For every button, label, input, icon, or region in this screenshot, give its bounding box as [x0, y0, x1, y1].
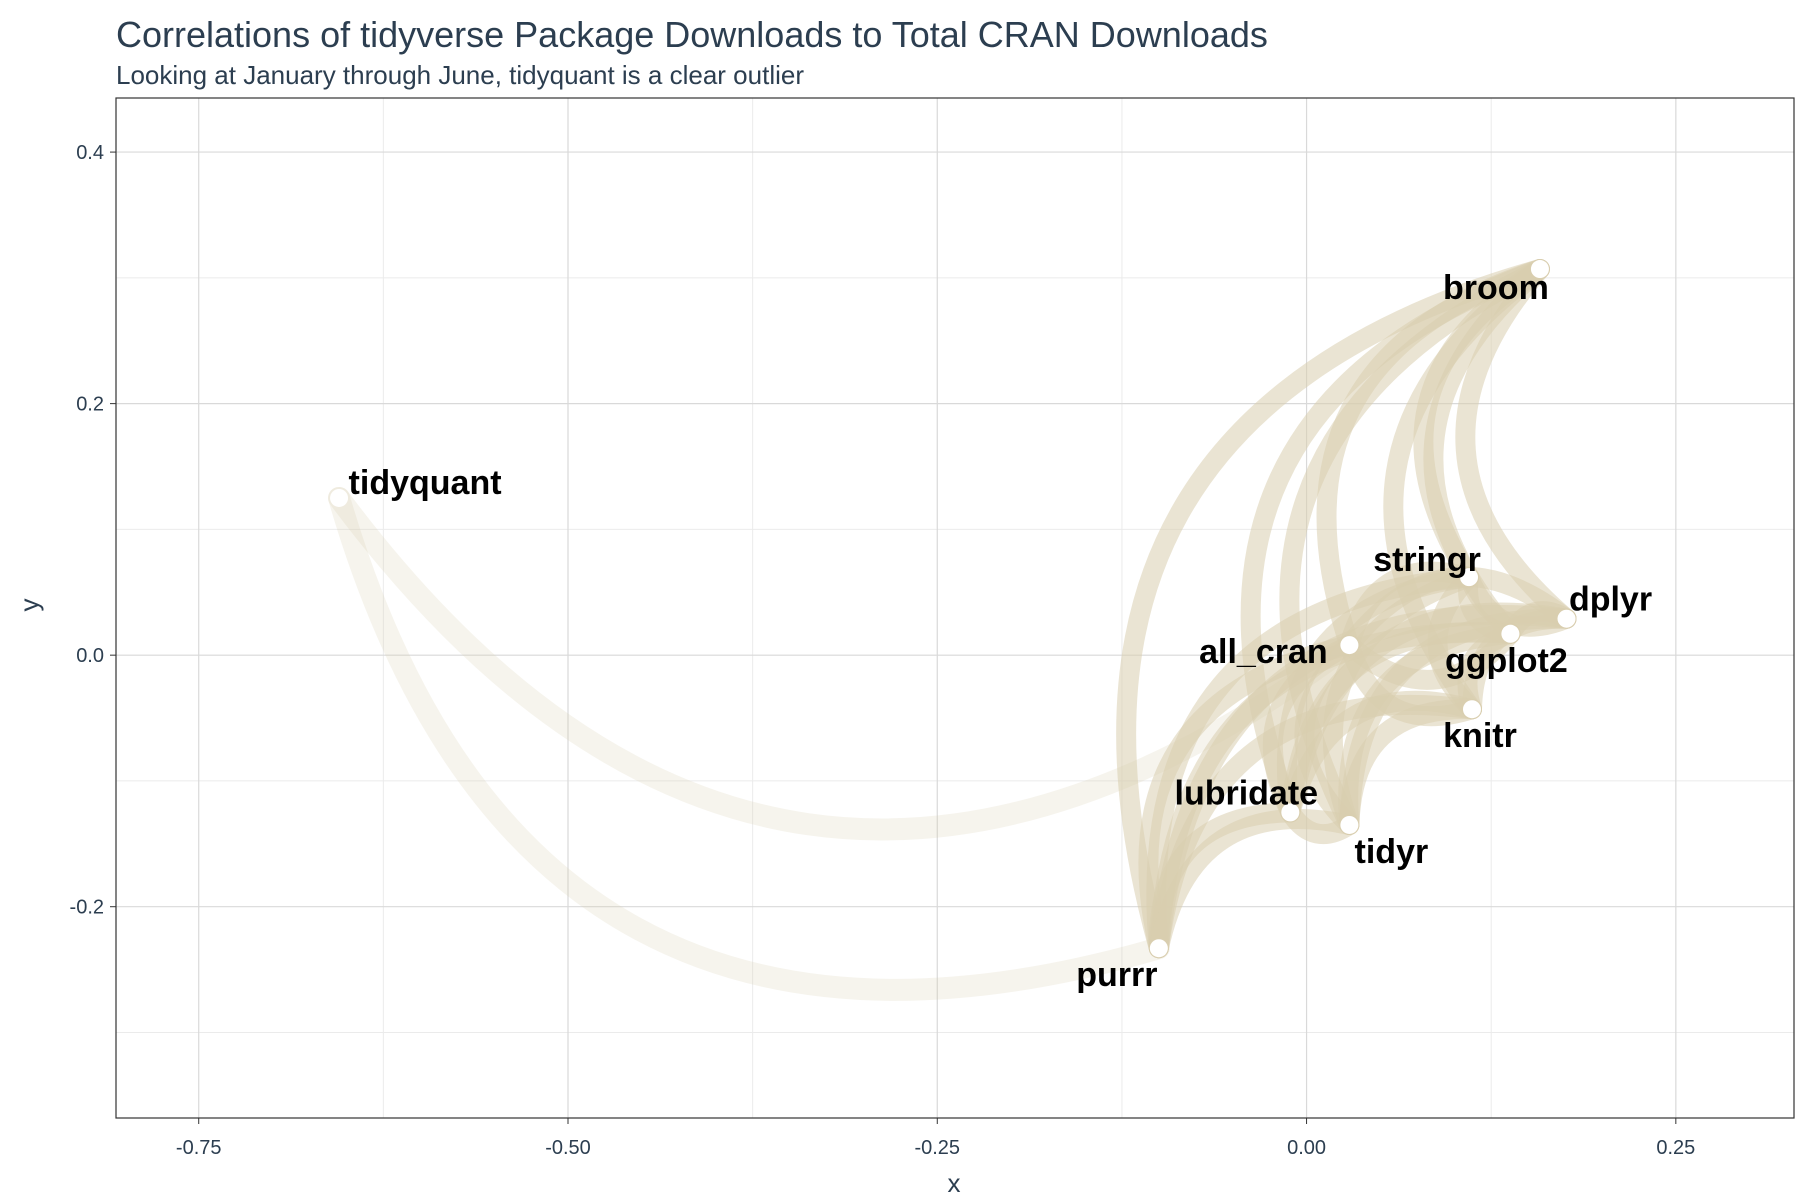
node-point: [1557, 609, 1576, 628]
node-point: [1340, 636, 1359, 655]
node-label: ggplot2: [1445, 642, 1568, 680]
chart-subtitle: Looking at January through June, tidyqua…: [116, 60, 804, 90]
node-label: knitr: [1443, 717, 1517, 755]
y-tick-label: 0.2: [76, 394, 104, 416]
node-point: [330, 488, 349, 507]
x-tick-label: -0.75: [176, 1137, 222, 1159]
label-layer: broom tidyquant stringr dplyr all_cran ggplot…: [349, 269, 1653, 994]
network-edge: [1116, 259, 1550, 959]
network-edge: [328, 486, 1170, 1001]
node-layer: [330, 260, 1576, 958]
node-point: [1462, 700, 1481, 719]
node-label: tidyr: [1355, 833, 1429, 871]
node-label: tidyquant: [349, 464, 502, 502]
x-tick-label: 0.00: [1287, 1137, 1326, 1159]
node-label: dplyr: [1569, 581, 1652, 619]
network-edge: [1148, 809, 1360, 959]
y-axis-title: y: [14, 599, 44, 612]
x-tick-label: -0.25: [914, 1137, 960, 1159]
node-point: [1340, 815, 1359, 834]
edge-layer: [328, 259, 1577, 1001]
network-edge: [1455, 259, 1577, 629]
node-label: lubridate: [1175, 774, 1319, 812]
y-tick-label: 0.4: [76, 142, 104, 164]
node-point: [1281, 803, 1300, 822]
plot-panel-border: [115, 97, 1795, 1119]
y-tick-label: 0.0: [76, 645, 104, 667]
node-label: all_cran: [1199, 633, 1328, 671]
y-tick-label: -0.2: [70, 897, 104, 919]
node-point: [1149, 939, 1168, 958]
node-point: [1501, 624, 1520, 643]
x-tick-label: 0.25: [1656, 1137, 1695, 1159]
x-axis-title: x: [948, 1168, 961, 1198]
node-label: stringr: [1373, 541, 1481, 579]
node-label: purrr: [1076, 956, 1157, 994]
x-tick-label: -0.50: [545, 1137, 591, 1159]
axis-layer: -0.75 -0.50 -0.25 0.00 0.25 -0.2 0.0 0.2 0.4: [70, 97, 1795, 1159]
network-edge: [1138, 635, 1360, 959]
node-label: broom: [1443, 269, 1549, 307]
chart-title: Correlations of tidyverse Package Downlo…: [116, 14, 1268, 55]
node-point: [1530, 260, 1549, 279]
node-point: [1460, 568, 1479, 587]
network-edge: [1339, 566, 1577, 656]
